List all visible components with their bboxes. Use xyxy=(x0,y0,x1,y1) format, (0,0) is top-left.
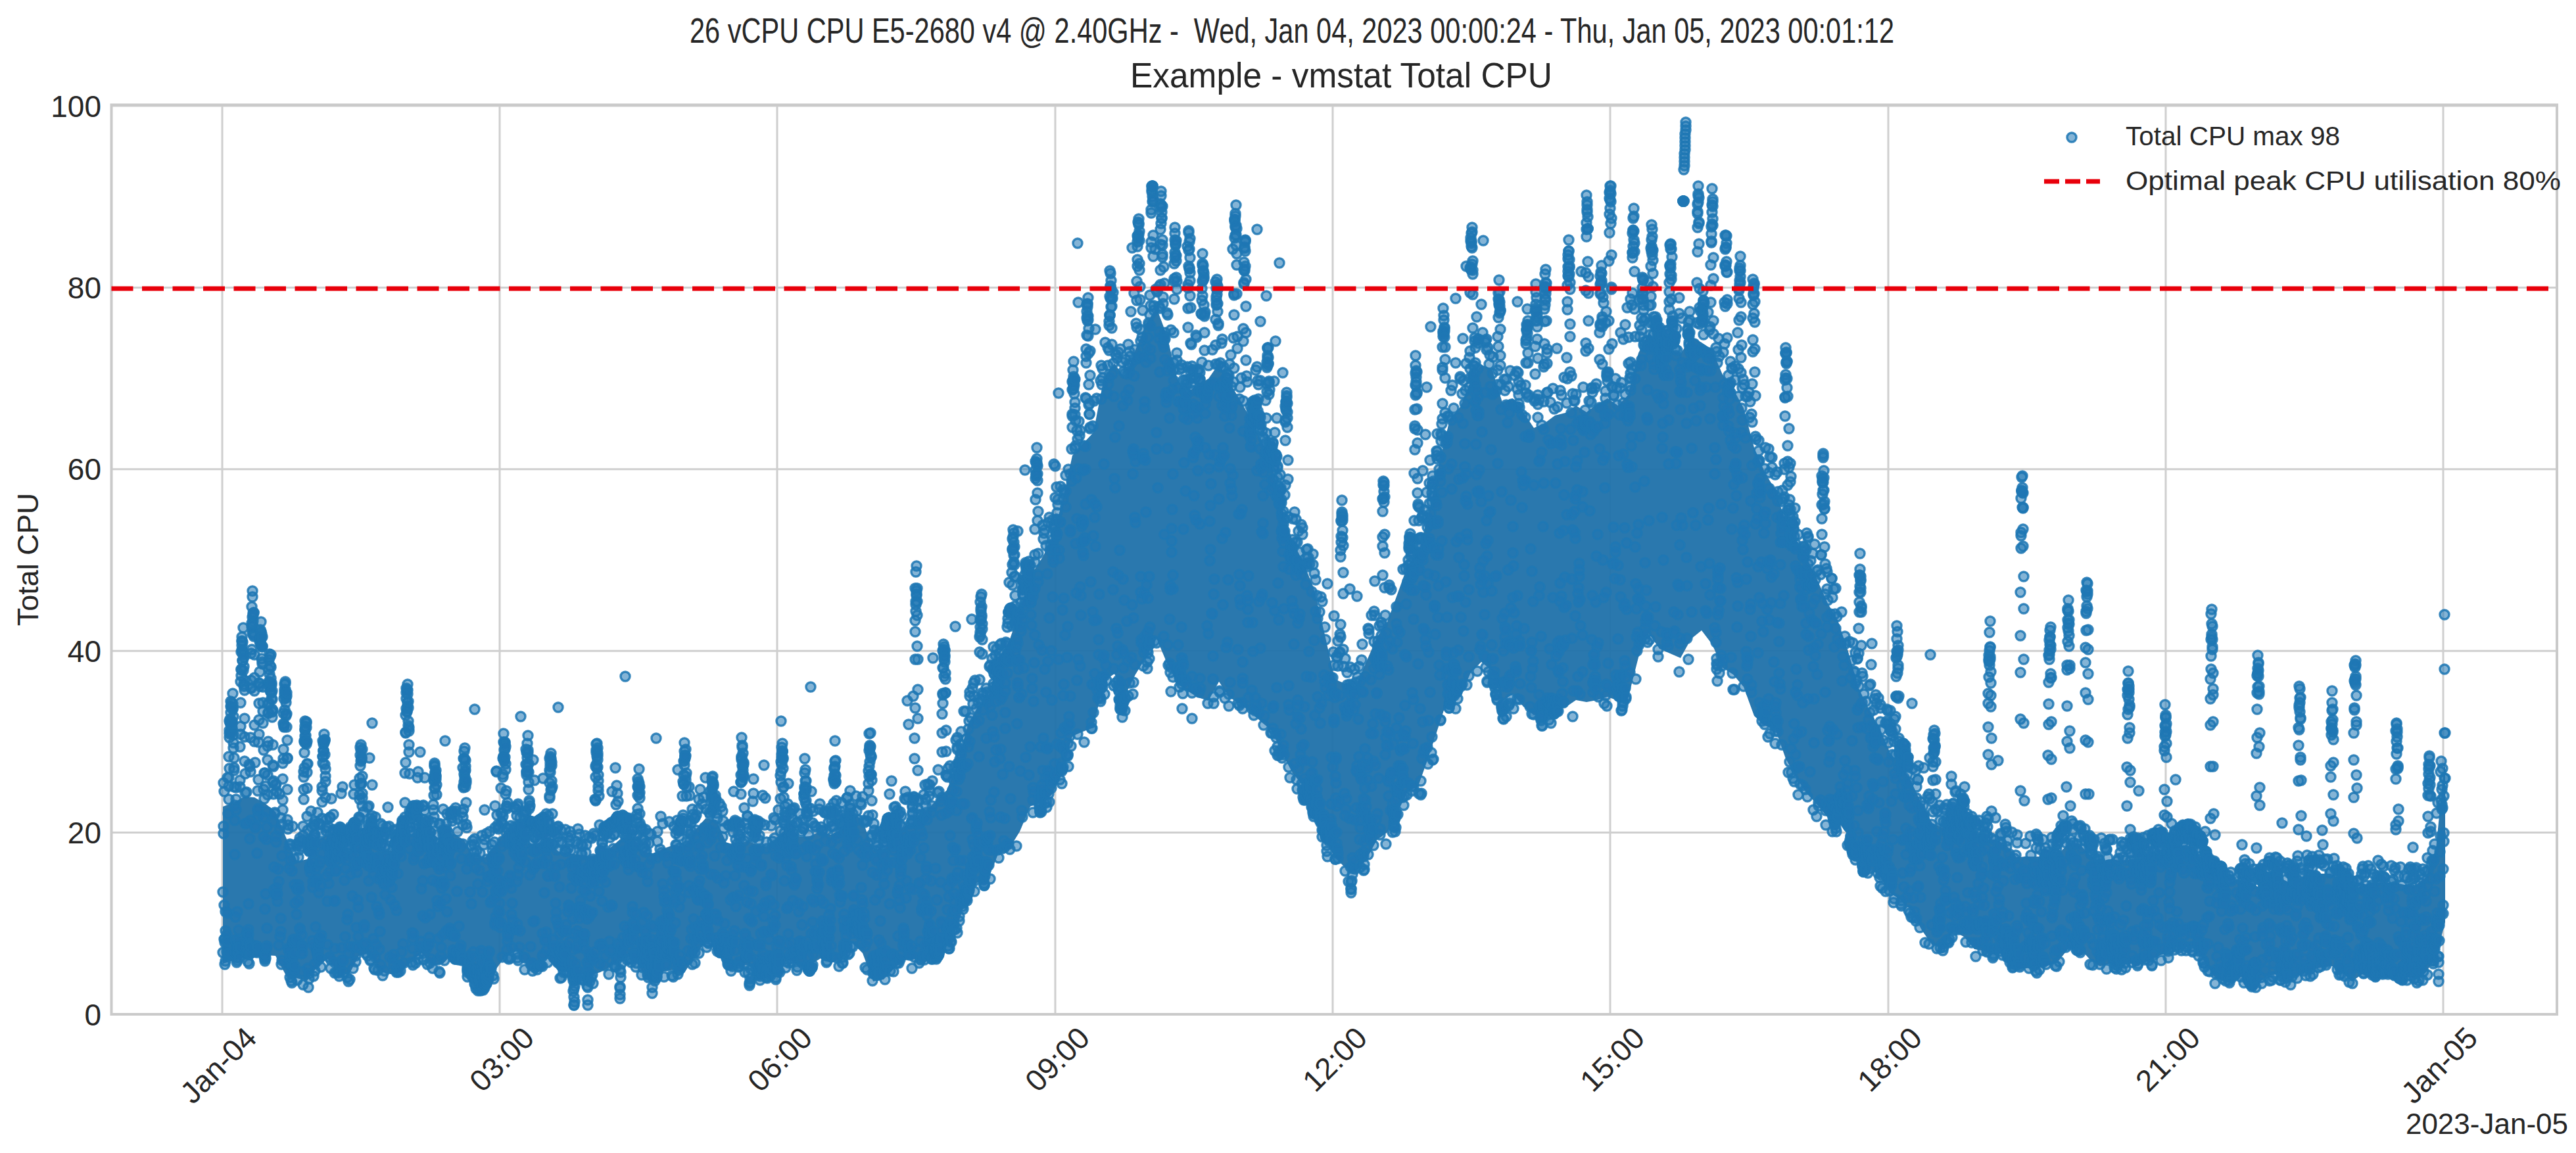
svg-text:0: 0 xyxy=(84,998,101,1032)
svg-text:100: 100 xyxy=(51,89,101,124)
svg-text:Optimal peak CPU utilisation 8: Optimal peak CPU utilisation 80% xyxy=(2126,166,2561,195)
svg-text:40: 40 xyxy=(68,634,101,669)
svg-text:Example - vmstat Total CPU: Example - vmstat Total CPU xyxy=(1130,55,1552,95)
svg-text:80: 80 xyxy=(68,271,101,305)
svg-text:26 vCPU CPU E5-2680 v4 @ 2.40G: 26 vCPU CPU E5-2680 v4 @ 2.40GHz - Wed, … xyxy=(690,11,1894,50)
svg-text:Total CPU max 98: Total CPU max 98 xyxy=(2126,122,2340,151)
svg-text:20: 20 xyxy=(68,816,101,850)
svg-text:2023-Jan-05: 2023-Jan-05 xyxy=(2406,1108,2568,1140)
svg-text:Total CPU: Total CPU xyxy=(11,493,45,626)
svg-text:60: 60 xyxy=(68,452,101,486)
